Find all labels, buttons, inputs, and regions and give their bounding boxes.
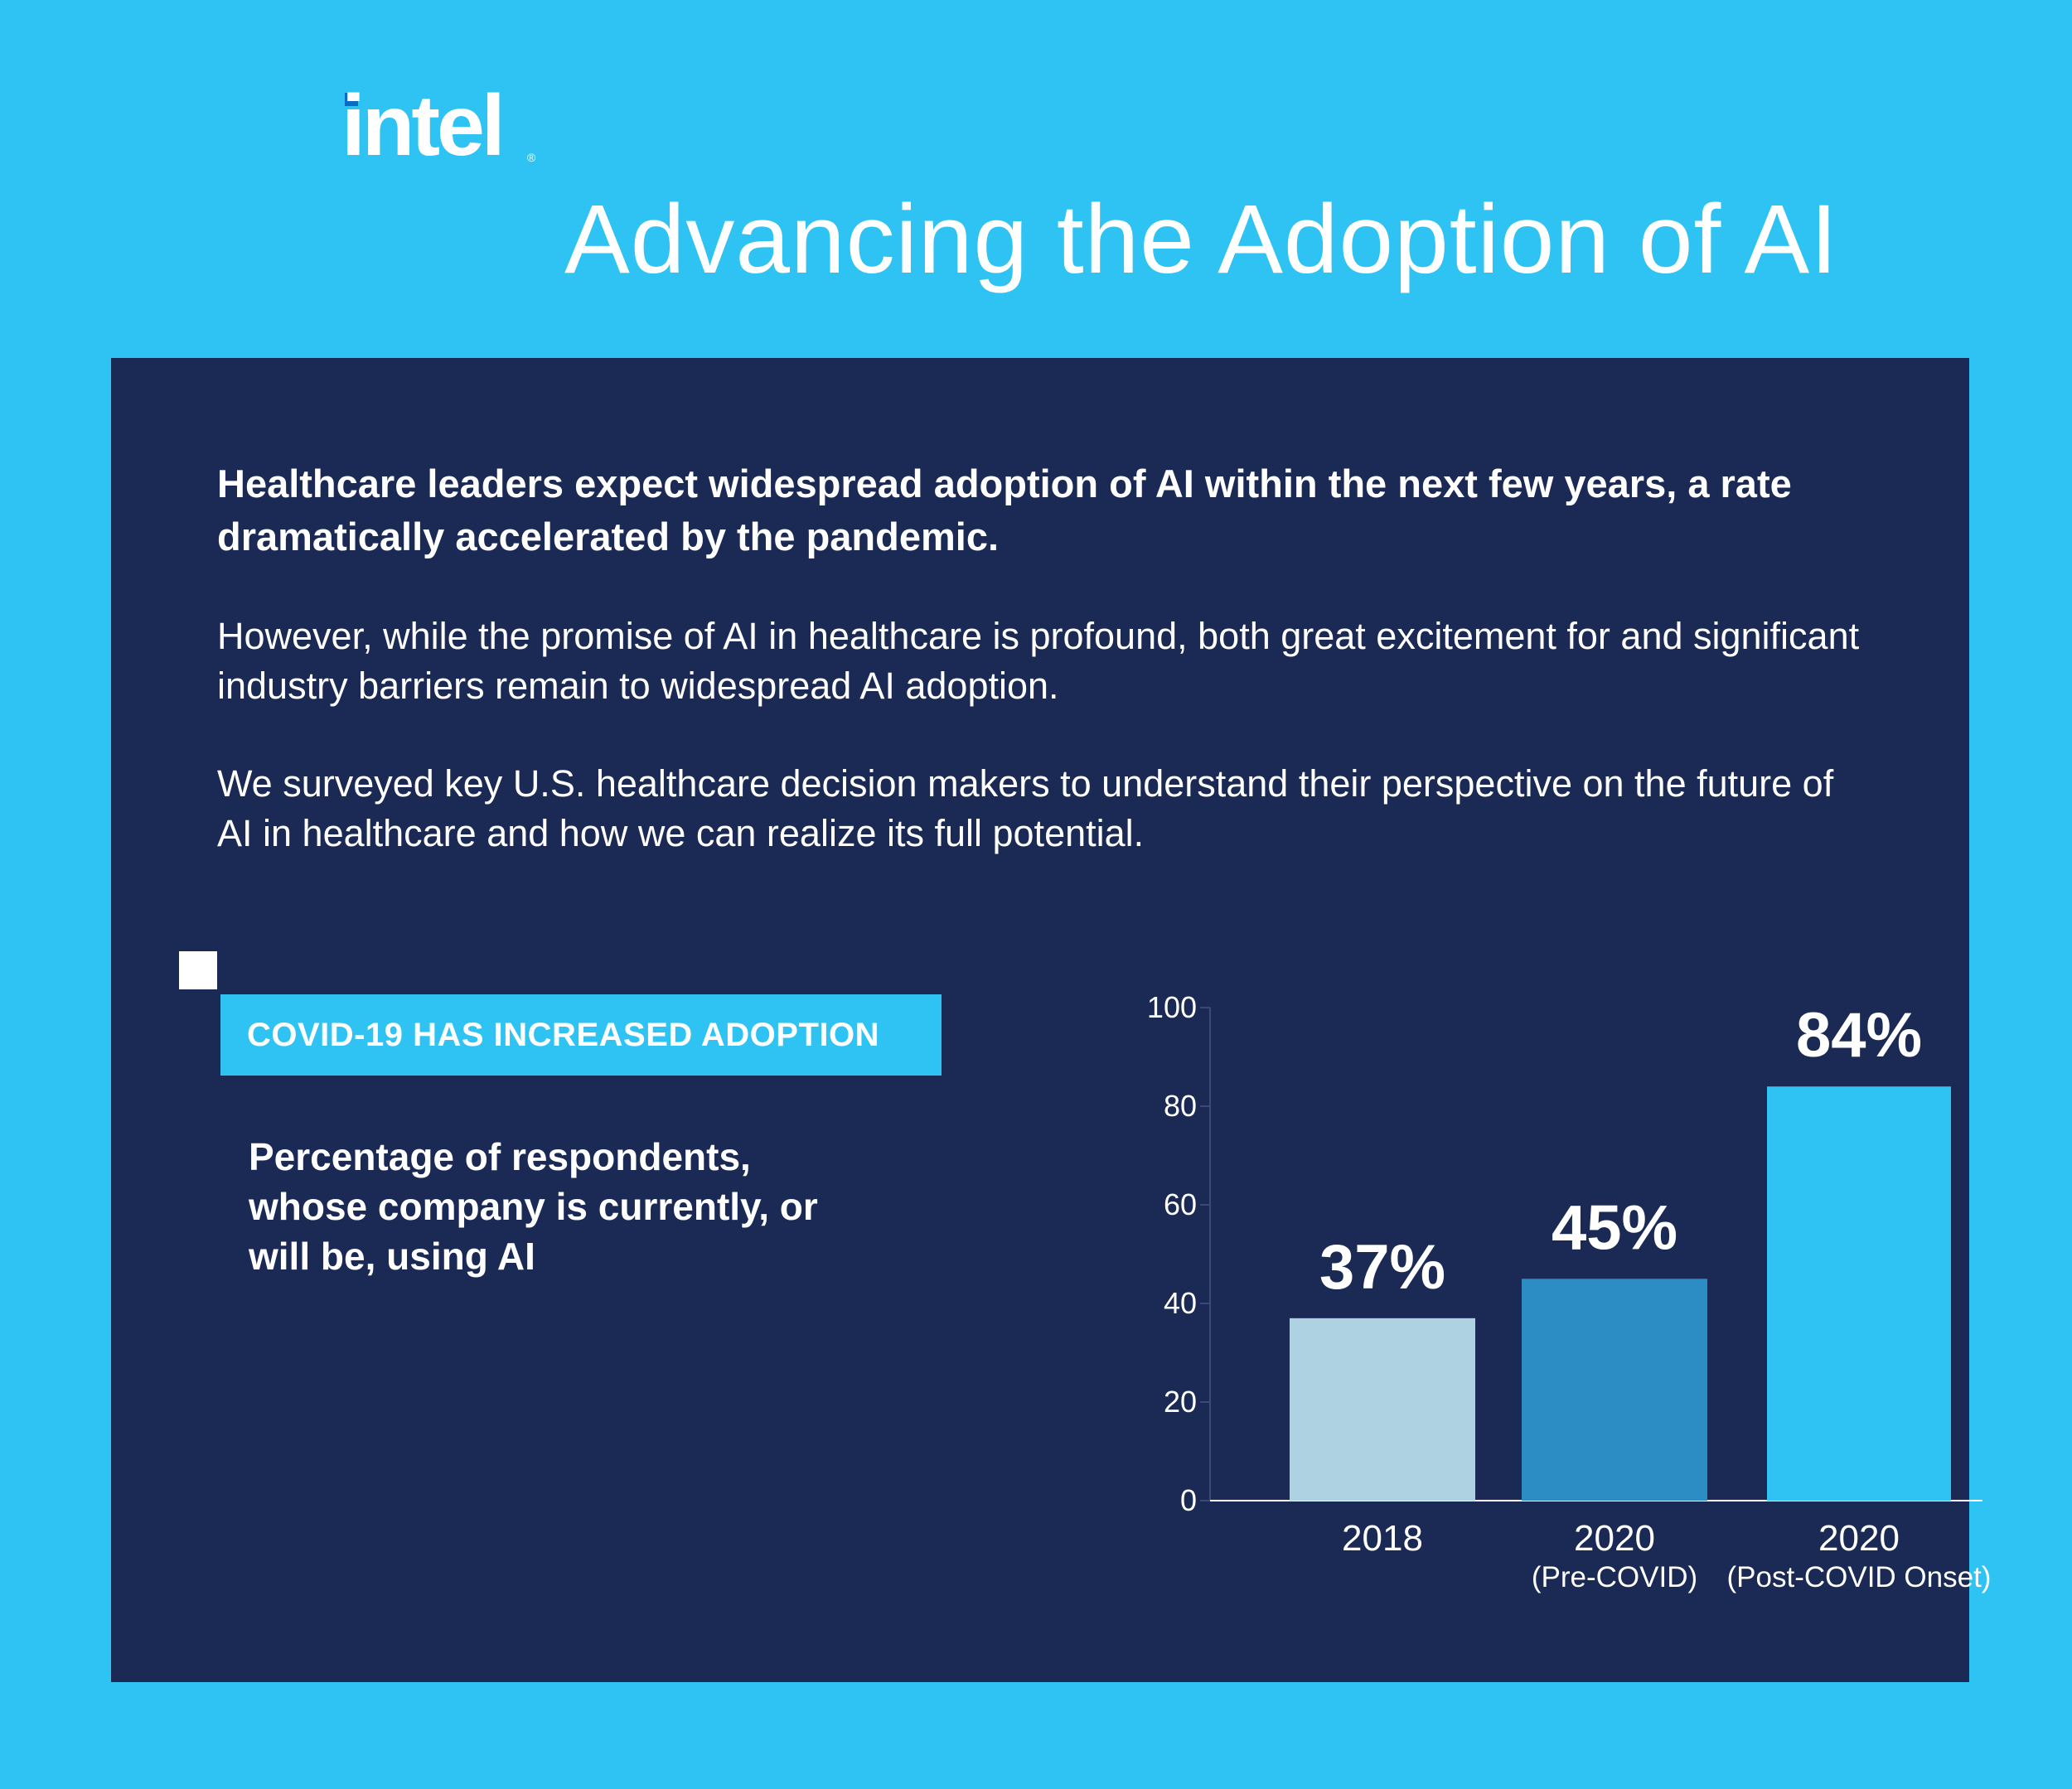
- bar: [1522, 1279, 1707, 1501]
- intel-logo: intel ®: [341, 83, 540, 174]
- registered-mark: ®: [527, 151, 536, 164]
- bar-value-label: 37%: [1319, 1232, 1445, 1303]
- bar-value-label: 84%: [1796, 1000, 1922, 1071]
- chart-description: Percentage of respondents, whose company…: [249, 1135, 818, 1278]
- logo-dot-mark: [345, 93, 358, 106]
- intro-headline: Healthcare leaders expect widespread ado…: [217, 462, 1792, 558]
- intro-paragraph-1: However, while the promise of AI in heal…: [217, 615, 1860, 707]
- y-tick-label: 60: [1164, 1187, 1197, 1221]
- section-label: COVID-19 HAS INCREASED ADOPTION: [220, 994, 942, 1076]
- bar: [1767, 1086, 1951, 1501]
- x-tick-label: 2018: [1342, 1518, 1423, 1559]
- adoption-bar-chart: 02040608010037%201845%2020(Pre-COVID)84%…: [1147, 990, 1992, 1593]
- x-tick-sublabel: (Post-COVID Onset): [1727, 1561, 1992, 1593]
- intro-paragraph-2: We surveyed key U.S. healthcare decision…: [217, 762, 1834, 854]
- y-tick-label: 20: [1164, 1385, 1197, 1419]
- decorative-square: [179, 951, 217, 989]
- content-panel: Healthcare leaders expect widespread ado…: [111, 358, 1991, 1682]
- y-tick-label: 40: [1164, 1286, 1197, 1320]
- y-tick-label: 80: [1164, 1089, 1197, 1123]
- x-tick-sublabel: (Pre-COVID): [1532, 1561, 1697, 1593]
- y-tick-label: 100: [1147, 990, 1197, 1024]
- bar: [1290, 1318, 1475, 1501]
- page-title: Advancing the Adoption of AI: [564, 185, 1838, 294]
- y-tick-label: 0: [1180, 1483, 1197, 1517]
- brand-name: intel: [341, 78, 506, 174]
- x-tick-label: 2020: [1574, 1518, 1655, 1559]
- x-tick-label: 2020: [1818, 1518, 1900, 1559]
- bar-value-label: 45%: [1552, 1192, 1677, 1263]
